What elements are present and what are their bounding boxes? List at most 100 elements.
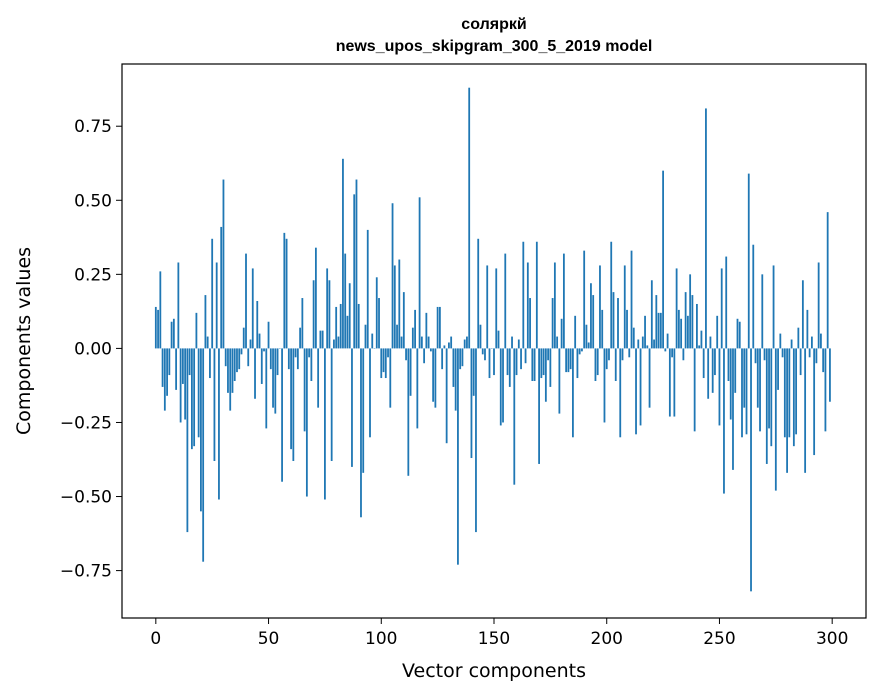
bar-150 [493, 348, 495, 376]
bar-38 [240, 348, 243, 355]
bar-162 [520, 348, 522, 370]
bar-173 [544, 348, 547, 402]
bar-153 [499, 348, 502, 426]
bar-92 [362, 348, 365, 473]
bar-104 [389, 348, 392, 408]
bar-124 [434, 348, 437, 408]
bar-78 [330, 348, 333, 461]
bar-9 [175, 348, 178, 390]
bar-106 [393, 265, 396, 349]
bar-94 [366, 229, 369, 349]
bar-223 [657, 312, 660, 349]
bar-43 [251, 268, 254, 349]
bar-131 [450, 336, 453, 349]
bars-group [154, 87, 831, 592]
bar-253 [725, 256, 728, 349]
bar-77 [328, 280, 331, 349]
bar-99 [378, 298, 380, 349]
bar-13 [184, 348, 187, 420]
bar-170 [538, 348, 540, 464]
bar-191 [585, 324, 588, 349]
bar-260 [741, 348, 743, 438]
bar-10 [177, 262, 180, 349]
chart-title: соляркй [461, 16, 526, 33]
bar-210 [628, 348, 631, 358]
bar-249 [716, 315, 719, 349]
bar-229 [671, 348, 674, 358]
bar-194 [592, 295, 595, 349]
bar-40 [245, 253, 247, 349]
bar-127 [441, 348, 444, 370]
bar-59 [287, 348, 290, 370]
bar-75 [324, 348, 326, 500]
bar-31 [224, 348, 227, 367]
bar-163 [522, 241, 525, 349]
bar-286 [799, 348, 802, 376]
bar-113 [409, 348, 412, 396]
bar-134 [457, 348, 459, 565]
y-tick-label: 0.00 [74, 339, 112, 359]
bar-148 [488, 348, 491, 379]
bar-112 [407, 348, 410, 476]
bar-126 [438, 306, 441, 349]
bar-176 [551, 298, 554, 349]
bar-187 [576, 348, 579, 379]
bar-102 [384, 348, 387, 379]
bar-143 [477, 238, 480, 349]
bar-23 [206, 336, 209, 349]
bar-218 [646, 345, 649, 349]
bar-175 [549, 348, 552, 387]
bar-18 [195, 312, 198, 349]
bar-69 [310, 348, 313, 381]
bar-206 [619, 348, 622, 438]
bar-239 [693, 348, 696, 432]
bar-12 [181, 348, 184, 384]
x-tick-label: 300 [816, 629, 848, 649]
bar-195 [594, 348, 597, 381]
bar-293 [815, 348, 818, 364]
bar-25 [211, 238, 214, 349]
bar-123 [432, 348, 435, 402]
bar-108 [398, 259, 401, 349]
bar-115 [414, 309, 416, 349]
bar-147 [486, 265, 489, 349]
bar-29 [220, 226, 223, 349]
bar-258 [736, 318, 739, 349]
bar-221 [653, 339, 655, 349]
bar-121 [427, 336, 430, 349]
bar-165 [526, 262, 529, 349]
bar-21 [202, 348, 205, 562]
bar-53 [274, 348, 277, 414]
bar-259 [738, 321, 741, 349]
bar-5 [166, 348, 168, 396]
y-tick-label: 0.50 [74, 191, 112, 211]
bar-116 [416, 348, 419, 429]
bar-252 [723, 348, 725, 494]
bar-119 [423, 348, 426, 364]
bar-245 [707, 348, 710, 399]
bar-98 [375, 277, 378, 349]
bar-213 [635, 348, 637, 435]
bar-271 [765, 348, 768, 464]
bar-186 [574, 315, 577, 349]
bar-216 [641, 336, 644, 349]
bar-230 [673, 348, 676, 417]
bar-244 [705, 108, 707, 349]
bar-37 [238, 348, 241, 370]
bar-2 [159, 271, 162, 349]
bar-7 [170, 321, 173, 349]
bar-265 [752, 244, 755, 349]
bar-174 [547, 348, 550, 361]
bar-158 [511, 336, 513, 349]
bar-60 [290, 348, 292, 450]
bar-273 [770, 348, 773, 447]
x-axis-ticks: 0 50 100 150 200 250 300 [150, 618, 848, 649]
bar-56 [281, 348, 283, 482]
bar-233 [680, 318, 683, 349]
bar-254 [727, 348, 730, 381]
bar-96 [371, 333, 374, 349]
bar-164 [524, 348, 527, 364]
bar-47 [260, 348, 263, 384]
bar-212 [632, 327, 635, 349]
